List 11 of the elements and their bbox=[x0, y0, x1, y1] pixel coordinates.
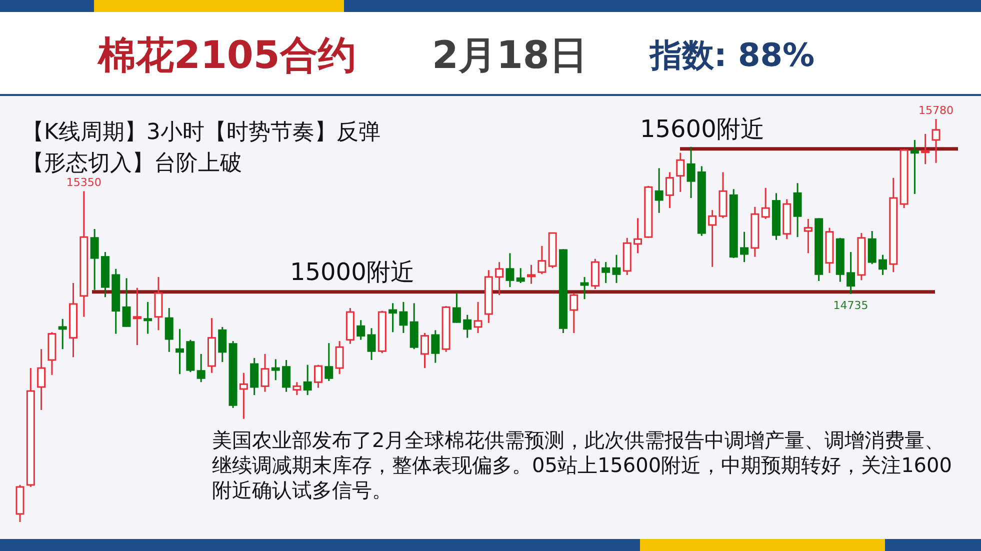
ref-label: 15600附近 bbox=[640, 114, 764, 145]
title: 棉花2105合约 bbox=[98, 32, 356, 79]
annotation: 美国农业部发布了2月全球棉花供需预测，此次供需报告中调增产量、调增消费量、继续调减期末库存，整体表现偏多。05站上15600附近，中期预期转好，关注1600附近确认试多信号。 bbox=[212, 428, 953, 503]
subtitle: 2月18日 bbox=[432, 32, 588, 79]
ref-label: 15000附近 bbox=[290, 256, 414, 288]
annotation: 14735 bbox=[833, 298, 868, 312]
annotation: 【K线周期】3小时【时势节奏】反弹 bbox=[22, 119, 380, 147]
annotation: 15780 bbox=[918, 104, 954, 117]
annotation: 【形态切入】台阶上破 bbox=[22, 150, 242, 178]
annotation: 指数: 88% bbox=[650, 35, 815, 76]
annotation: 15350 bbox=[66, 176, 102, 190]
